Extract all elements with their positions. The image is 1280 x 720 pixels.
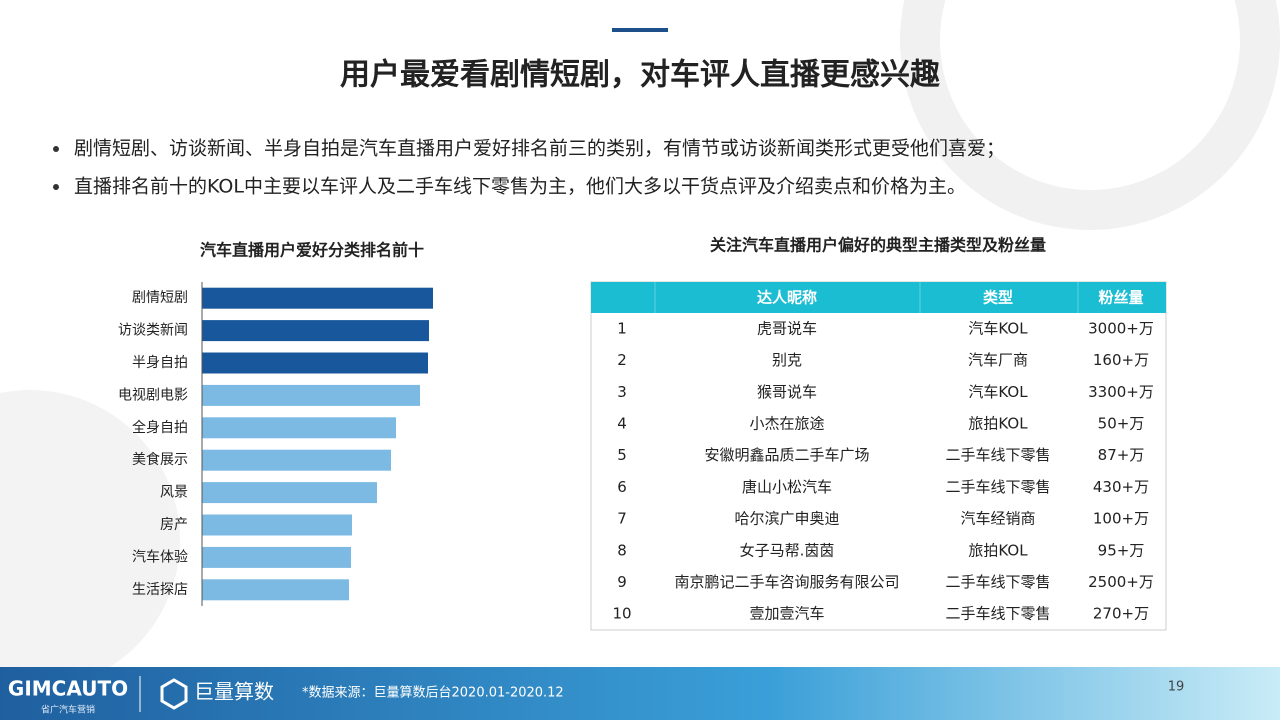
table-cell: 5: [617, 446, 627, 464]
table-cell: 160+万: [1093, 351, 1149, 369]
footer-band: [0, 667, 1280, 720]
table-cell: 二手车线下零售: [945, 446, 1050, 464]
table-cell: 旅拍KOL: [968, 414, 1028, 432]
brand-logo: GIMCAUTO: [8, 677, 128, 701]
table-cell: 9: [617, 573, 627, 591]
source-note: *数据来源：巨量算数后台2020.01-2020.12: [302, 686, 564, 701]
bar: [202, 320, 429, 342]
table-cell: 95+万: [1098, 541, 1145, 559]
table-cell: 7: [617, 510, 627, 528]
table-cell: 哈尔滨广申奥迪: [734, 510, 839, 528]
bullet-dot: [53, 146, 59, 152]
column-header: 粉丝量: [1098, 289, 1143, 307]
category-label: 电视剧电影: [118, 387, 188, 403]
table-title: 关注汽车直播用户偏好的典型主播类型及粉丝量: [710, 236, 1046, 255]
table-cell: 安徽明鑫品质二手车广场: [704, 446, 869, 464]
category-label: 访谈类新闻: [118, 323, 188, 339]
chart-title: 汽车直播用户爱好分类排名前十: [200, 241, 424, 260]
column-header: 达人昵称: [757, 289, 817, 307]
partner-logo: 巨量算数: [194, 680, 274, 704]
partner-icon: [160, 678, 188, 710]
table-cell: 汽车KOL: [968, 383, 1028, 401]
decor-circle: [900, 0, 1280, 230]
brand-sub: 省广汽车营销: [41, 704, 95, 716]
bar: [202, 287, 433, 309]
bullet-text: 剧情短剧、访谈新闻、半身自拍是汽车直播用户爱好排名前三的类别，有情节或访谈新闻类…: [74, 138, 1005, 160]
bar: [202, 449, 391, 471]
table-cell: 汽车厂商: [968, 351, 1028, 369]
category-label: 剧情短剧: [132, 290, 188, 306]
table-cell: 3300+万: [1088, 383, 1154, 401]
table-cell: 100+万: [1093, 510, 1149, 528]
category-label: 房产: [160, 517, 188, 533]
table-cell: 汽车经销商: [960, 510, 1035, 528]
table-cell: 3: [617, 383, 627, 401]
bar: [202, 546, 351, 568]
category-label: 汽车体验: [132, 548, 188, 565]
table-cell: 小杰在旅途: [749, 414, 824, 432]
table-cell: 3000+万: [1088, 319, 1154, 337]
table-cell: 270+万: [1093, 605, 1149, 623]
table-cell: 别克: [772, 351, 802, 369]
title-accent: [612, 28, 668, 32]
table-cell: 旅拍KOL: [968, 541, 1028, 559]
table-frame: [590, 281, 1167, 631]
bar: [202, 417, 396, 439]
table-cell: 汽车KOL: [968, 319, 1028, 337]
table-cell: 二手车线下零售: [945, 478, 1050, 496]
table-cell: 虎哥说车: [757, 319, 817, 337]
table-cell: 8: [617, 541, 627, 559]
table-cell: 猴哥说车: [757, 383, 817, 401]
table-cell: 50+万: [1098, 414, 1145, 432]
column-header: 类型: [983, 289, 1013, 307]
table-cell: 南京鹏记二手车咨询服务有限公司: [674, 573, 899, 591]
category-label: 生活探店: [132, 582, 188, 598]
table-cell: 唐山小松汽车: [742, 478, 832, 496]
page-number: 19: [1168, 680, 1185, 695]
bullet-text: 直播排名前十的KOL中主要以车评人及二手车线下零售为主，他们大多以干货点评及介绍…: [74, 176, 966, 198]
bullet-dot: [53, 184, 59, 190]
table-cell: 2500+万: [1088, 573, 1154, 591]
table-header: [591, 282, 1166, 313]
decor-circle: [0, 390, 180, 690]
table-cell: 10: [612, 605, 631, 623]
table-cell: 二手车线下零售: [945, 605, 1050, 623]
slide-title: 用户最爱看剧情短剧，对车评人直播更感兴趣: [340, 58, 940, 93]
table-cell: 壹加壹汽车: [749, 605, 824, 623]
bar: [202, 514, 352, 536]
category-label: 美食展示: [132, 451, 188, 468]
table-cell: 二手车线下零售: [945, 573, 1050, 591]
table-cell: 女子马帮.茵茵: [740, 541, 835, 559]
category-label: 风景: [160, 485, 188, 501]
table-cell: 1: [617, 319, 627, 337]
table-cell: 87+万: [1098, 446, 1145, 464]
bar: [202, 352, 428, 374]
table-cell: 430+万: [1093, 478, 1149, 496]
table-cell: 2: [617, 351, 627, 369]
category-label: 全身自拍: [132, 419, 188, 436]
bar: [202, 482, 377, 504]
bar: [202, 579, 349, 601]
table-cell: 4: [617, 414, 627, 432]
category-label: 半身自拍: [132, 355, 188, 371]
bar: [202, 384, 420, 406]
table-cell: 6: [617, 478, 627, 496]
